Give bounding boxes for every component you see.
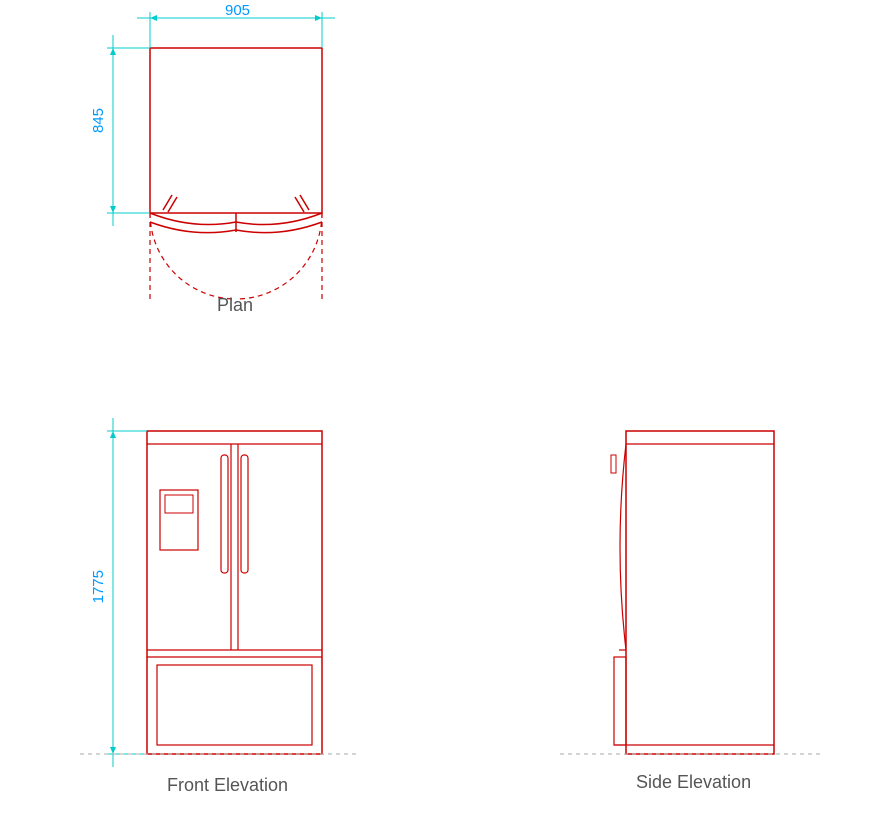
side-label: Side Elevation xyxy=(636,772,751,793)
dim-arrow xyxy=(110,431,116,438)
side-elevation xyxy=(611,431,774,754)
dim-arrow xyxy=(110,48,116,55)
plan-cabinet xyxy=(150,48,322,213)
dim-arrow xyxy=(315,15,322,21)
drawing-canvas xyxy=(0,0,884,826)
plan-label: Plan xyxy=(217,295,253,316)
dim-arrow xyxy=(110,206,116,213)
plan-dimensions xyxy=(107,12,335,226)
front-dimensions xyxy=(107,418,147,767)
side-door-curve xyxy=(620,444,626,650)
front-label: Front Elevation xyxy=(167,775,288,796)
front-elevation xyxy=(147,431,322,754)
dim-text-width: 905 xyxy=(225,2,250,19)
dim-arrow xyxy=(150,15,157,21)
side-handle xyxy=(611,455,616,473)
dim-text-depth: 845 xyxy=(90,108,107,133)
dim-arrow xyxy=(110,747,116,754)
side-cabinet xyxy=(626,431,774,754)
plan-view xyxy=(150,48,322,299)
front-dispenser-screen xyxy=(165,495,193,513)
front-handle-right xyxy=(241,455,248,573)
front-handle-left xyxy=(221,455,228,573)
dim-text-height: 1775 xyxy=(90,570,107,603)
front-cabinet xyxy=(147,431,322,754)
front-dispenser xyxy=(160,490,198,550)
side-freezer-front xyxy=(614,657,626,745)
front-freezer-panel xyxy=(157,665,312,745)
